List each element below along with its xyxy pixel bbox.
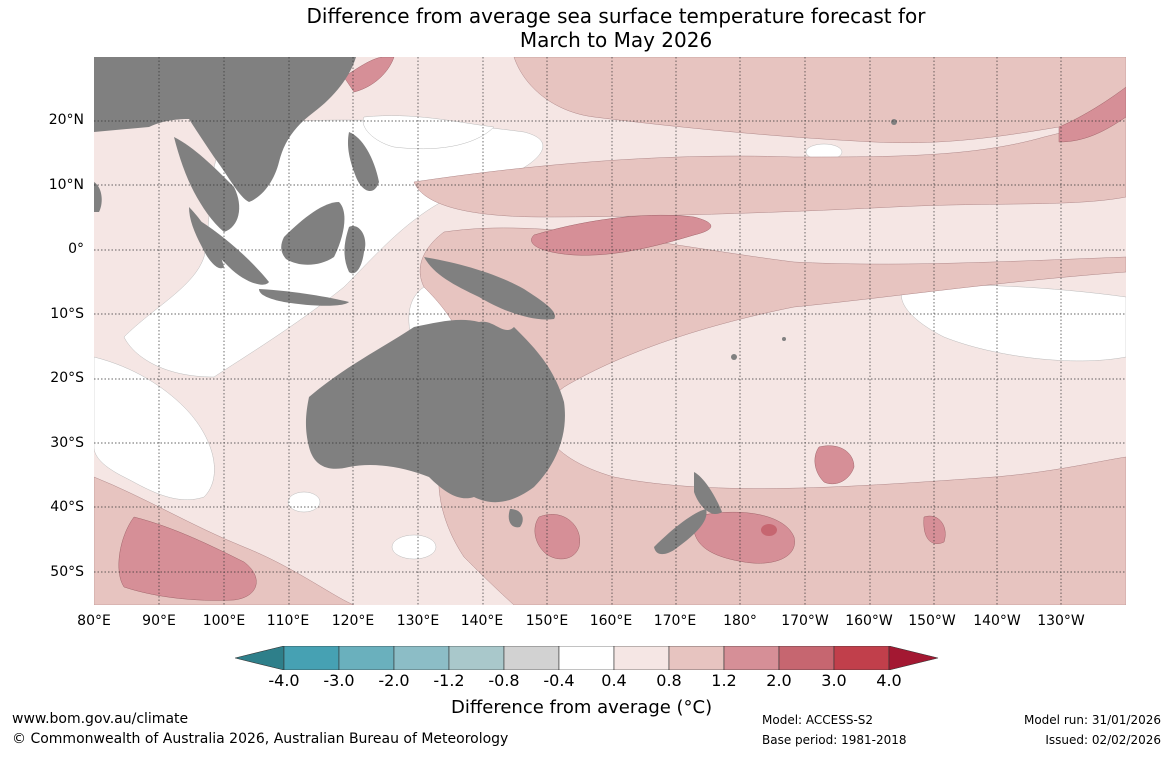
- warm-patch-east-south: [923, 515, 946, 544]
- lon-label-160e: 160°E: [589, 613, 633, 629]
- colorbar-swatch-7: [613, 645, 670, 671]
- warm-patch-equatorial: [531, 214, 712, 256]
- colorbar-swatch-5: [503, 645, 560, 671]
- colorbar-tick-label: -0.4: [543, 671, 575, 690]
- map-title: Difference from average sea surface temp…: [0, 4, 1173, 52]
- colorbar-tick-label: -4.0: [268, 671, 300, 690]
- warm-patch-tasman: [534, 514, 581, 560]
- colorbar-swatch-2: [338, 645, 395, 671]
- philippines-land: [347, 132, 379, 192]
- lon-label-80e: 80°E: [77, 613, 111, 629]
- lat-label-10n: 10°N: [48, 177, 84, 193]
- white-region-northwest: [362, 115, 495, 150]
- model-run-date: Model run: 31/01/2026: [1023, 713, 1161, 727]
- australia-land: [305, 319, 565, 503]
- lon-label-100e: 100°E: [202, 613, 246, 629]
- colorbar-tick-label: 2.0: [766, 671, 792, 690]
- lon-label-150e: 150°E: [525, 613, 569, 629]
- warm-patch-north-china: [343, 57, 395, 93]
- colorbar-swatch-3: [393, 645, 450, 671]
- colorbar-swatch-11: [833, 645, 890, 671]
- lon-label-110e: 110°E: [266, 613, 310, 629]
- colorbar-swatch-4: [448, 645, 505, 671]
- colorbar-tick-label: -2.0: [378, 671, 410, 690]
- colorbar-title: Difference from average (°C): [451, 697, 713, 718]
- strong-anomaly-regions: [118, 57, 1126, 601]
- model-name: Model: ACCESS-S2: [762, 713, 874, 727]
- issued-date: Issued: 02/02/2026: [1045, 733, 1161, 747]
- colorbar-arrow-high: [888, 645, 939, 671]
- lon-label-170w: 170°W: [781, 613, 829, 629]
- sri-lanka-land: [94, 182, 102, 212]
- title-line-2: March to May 2026: [519, 28, 713, 52]
- title-line-1: Difference from average sea surface temp…: [306, 4, 926, 28]
- borneo-land: [281, 202, 345, 265]
- colorbar-svg: [234, 645, 939, 671]
- new-zealand-south-land: [654, 509, 707, 555]
- lat-label-20s: 20°S: [50, 370, 84, 386]
- band-equatorial-north: [413, 116, 1126, 218]
- warm-patch-north-east: [1058, 86, 1126, 143]
- colorbar-tick-label: 0.4: [601, 671, 627, 690]
- lon-label-130w: 130°W: [1037, 613, 1085, 629]
- lon-label-170e: 170°E: [653, 613, 697, 629]
- colorbar-swatch-10: [778, 645, 835, 671]
- colorbar-tick-label: -3.0: [323, 671, 355, 690]
- graticule: [94, 57, 1126, 605]
- lon-label-150w: 150°W: [908, 613, 956, 629]
- colorbar-swatch-8: [668, 645, 725, 671]
- tasmania-land: [508, 509, 523, 528]
- copyright-text: © Commonwealth of Australia 2026, Austra…: [12, 731, 509, 747]
- white-region-indian: [94, 356, 215, 500]
- new-zealand-north-land: [694, 472, 722, 515]
- colorbar-arrow-low: [234, 645, 285, 671]
- sst-anomaly-map: [94, 57, 1126, 605]
- base-period: Base period: 1981-2018: [762, 733, 907, 747]
- asia-land: [94, 57, 356, 202]
- new-guinea-land: [424, 257, 555, 320]
- java-land: [259, 289, 349, 306]
- colorbar-tick-label: -0.8: [488, 671, 520, 690]
- lon-label-140e: 140°E: [460, 613, 504, 629]
- lon-label-130e: 130°E: [396, 613, 440, 629]
- lon-label-120e: 120°E: [331, 613, 375, 629]
- very-strong-anomaly-spots: [761, 524, 777, 536]
- lat-label-20n: 20°N: [48, 112, 84, 128]
- lat-label-50s: 50°S: [50, 564, 84, 580]
- lat-label-40s: 40°S: [50, 499, 84, 515]
- lon-label-140w: 140°W: [973, 613, 1021, 629]
- sumatra-land: [194, 217, 269, 285]
- colorbar-tick-label: 1.2: [711, 671, 737, 690]
- colorbar-tick-label: 4.0: [876, 671, 902, 690]
- map-canvas: [94, 57, 1126, 605]
- land-masses: [94, 57, 897, 555]
- indochina-land: [174, 137, 240, 232]
- colorbar-swatch-9: [723, 645, 780, 671]
- white-region-central: [901, 284, 1126, 362]
- colorbar-swatch-6: [558, 645, 615, 671]
- warm-patch-central-south: [814, 445, 855, 485]
- colorbar-tick-label: 3.0: [821, 671, 847, 690]
- colorbar-tick-label: 0.8: [656, 671, 682, 690]
- lat-label-10s: 10°S: [50, 306, 84, 322]
- colorbar-swatch-1: [283, 645, 340, 671]
- colorbar: [234, 645, 939, 674]
- sulawesi-land: [344, 226, 366, 274]
- lat-label-30s: 30°S: [50, 435, 84, 451]
- lon-label-180: 180°: [723, 613, 757, 629]
- warm-patch-south-indian: [118, 516, 257, 601]
- colorbar-tick-label: -1.2: [433, 671, 465, 690]
- lon-label-90e: 90°E: [142, 613, 176, 629]
- lon-label-160w: 160°W: [845, 613, 893, 629]
- website-link[interactable]: www.bom.gov.au/climate: [12, 711, 189, 727]
- lat-label-0: 0°: [68, 241, 84, 257]
